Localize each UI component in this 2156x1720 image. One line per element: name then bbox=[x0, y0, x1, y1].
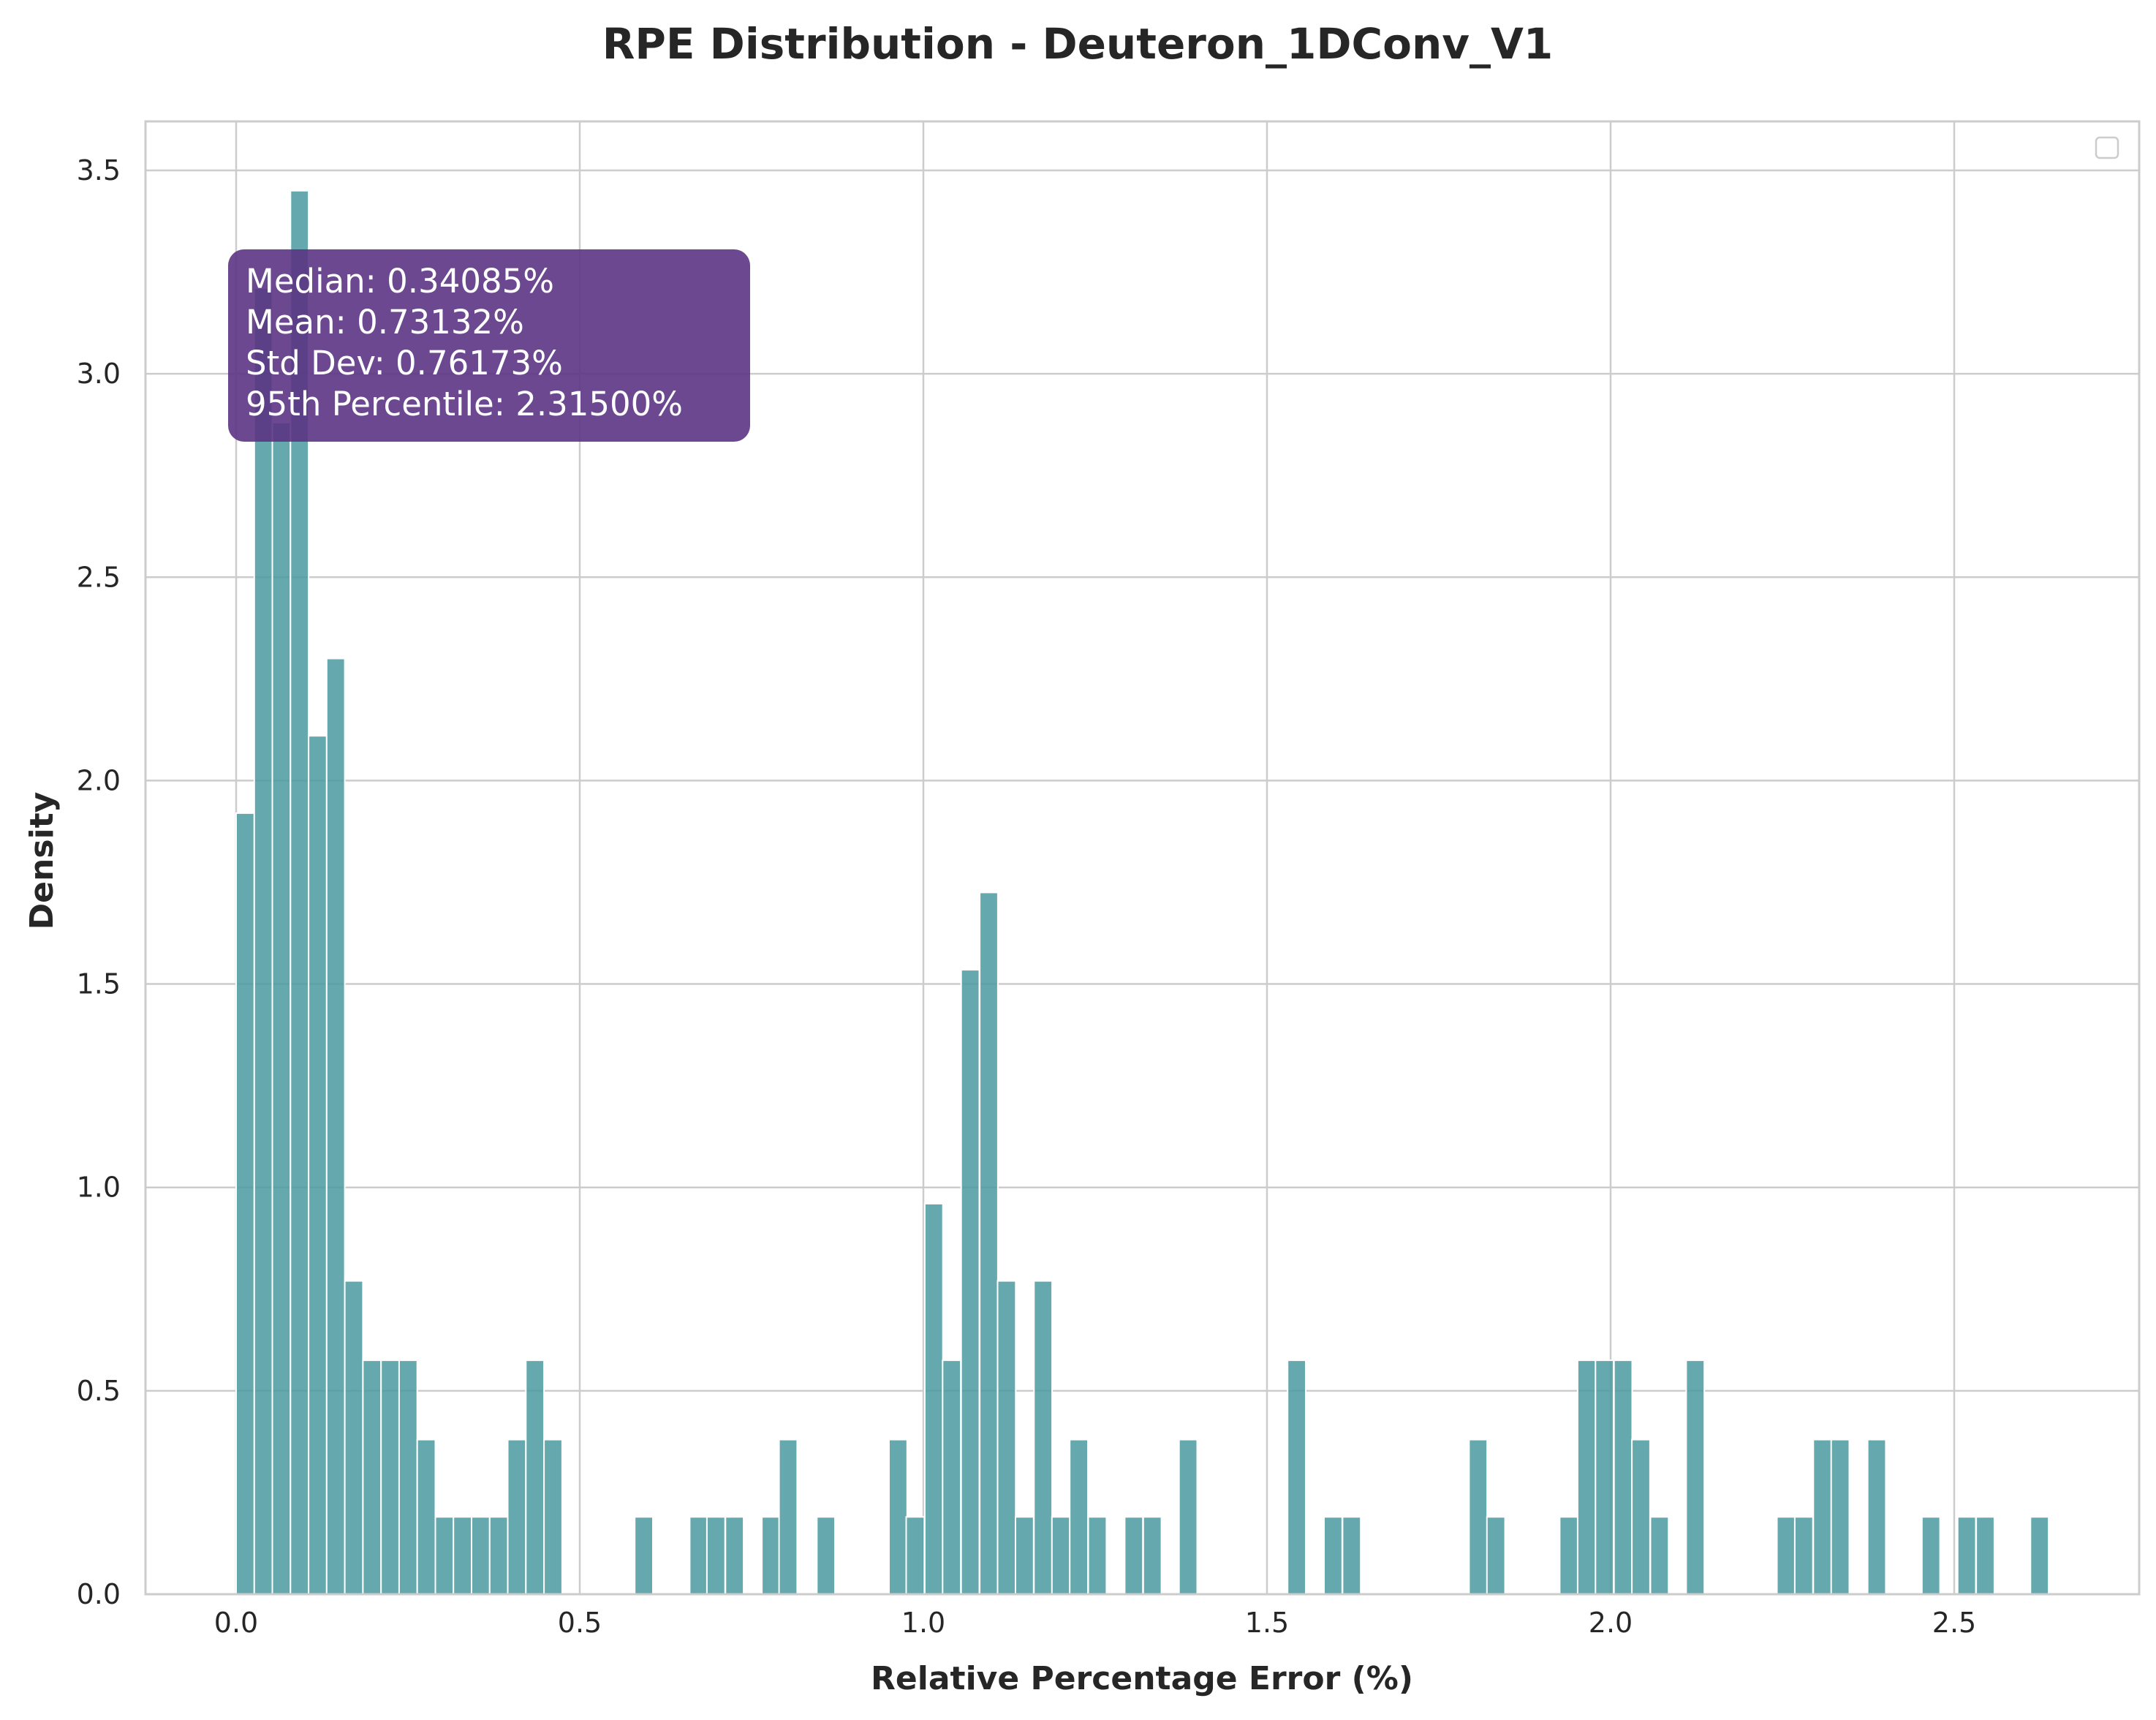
histogram-bar bbox=[1287, 1359, 1306, 1595]
histogram-bar bbox=[888, 1438, 908, 1595]
x-tick-label: 1.0 bbox=[901, 1607, 945, 1639]
y-tick-label: 0.5 bbox=[77, 1375, 121, 1407]
histogram-bar bbox=[525, 1359, 545, 1595]
histogram-bar bbox=[1576, 1359, 1597, 1595]
histogram-bar bbox=[960, 969, 980, 1595]
histogram-bar bbox=[1559, 1516, 1579, 1596]
histogram-bar bbox=[1342, 1516, 1362, 1596]
histogram-bar bbox=[1975, 1516, 1995, 1596]
legend bbox=[2095, 136, 2119, 159]
histogram-bar bbox=[1033, 1280, 1054, 1595]
histogram-bar bbox=[416, 1438, 436, 1595]
histogram-bar bbox=[996, 1280, 1017, 1595]
y-tick-label: 3.0 bbox=[77, 358, 121, 390]
histogram-bars bbox=[235, 189, 2050, 1596]
histogram-bar bbox=[634, 1516, 654, 1596]
chart-title: RPE Distribution - Deuteron_1DConv_V1 bbox=[602, 19, 1554, 69]
histogram-bar bbox=[507, 1438, 527, 1595]
histogram-bar bbox=[1613, 1359, 1633, 1595]
stats-annotation: Median: 0.34085% Mean: 0.73132% Std Dev:… bbox=[228, 249, 750, 442]
stats-mean: Mean: 0.73132% bbox=[246, 303, 524, 342]
histogram-bar bbox=[344, 1280, 364, 1595]
histogram-bar bbox=[362, 1359, 382, 1595]
histogram-bar bbox=[488, 1516, 509, 1596]
histogram-bar bbox=[543, 1438, 563, 1595]
histogram-bar bbox=[778, 1438, 798, 1595]
histogram-bar bbox=[1776, 1516, 1796, 1596]
y-tick-label: 2.5 bbox=[77, 561, 121, 593]
stats-median: Median: 0.34085% bbox=[246, 262, 554, 301]
x-tick-label: 1.5 bbox=[1245, 1607, 1289, 1639]
histogram-bar bbox=[1486, 1516, 1506, 1596]
histogram-bar bbox=[398, 1359, 418, 1595]
histogram-bar bbox=[325, 657, 346, 1595]
histogram-bar bbox=[689, 1516, 709, 1596]
histogram-bar bbox=[453, 1516, 473, 1596]
grid-lines bbox=[145, 121, 2139, 1596]
histogram-bar bbox=[923, 1203, 944, 1595]
y-tick-labels: 0.0 0.5 1.0 1.5 2.0 2.5 3.0 3.5 bbox=[77, 154, 121, 1610]
x-tick-label: 0.0 bbox=[214, 1607, 258, 1639]
histogram-bar bbox=[1124, 1516, 1144, 1596]
stats-95th-percentile: 95th Percentile: 2.31500% bbox=[246, 385, 683, 423]
histogram-bar bbox=[1323, 1516, 1343, 1596]
y-tick-label: 1.5 bbox=[77, 968, 121, 1000]
histogram-bar bbox=[1685, 1359, 1706, 1595]
y-tick-label: 0.0 bbox=[77, 1578, 121, 1610]
x-tick-label: 2.5 bbox=[1932, 1607, 1976, 1639]
histogram-bar bbox=[1866, 1438, 1887, 1595]
plot-frame bbox=[144, 120, 2141, 1596]
histogram-bar bbox=[1087, 1516, 1108, 1596]
histogram-bar bbox=[2030, 1516, 2050, 1596]
histogram-bar bbox=[434, 1516, 455, 1596]
histogram-bar bbox=[1812, 1438, 1833, 1595]
histogram-bar bbox=[706, 1516, 726, 1596]
x-tick-label: 0.5 bbox=[558, 1607, 602, 1639]
y-axis-label: Density bbox=[23, 792, 61, 930]
histogram-bar bbox=[1631, 1438, 1651, 1595]
histogram-bar bbox=[1956, 1516, 1977, 1596]
histogram-bar bbox=[1649, 1516, 1670, 1596]
histogram-bar bbox=[1051, 1516, 1071, 1596]
histogram-bar bbox=[1830, 1438, 1850, 1595]
histogram-bar bbox=[471, 1516, 491, 1596]
histogram-bar bbox=[905, 1516, 926, 1596]
histogram-bar bbox=[271, 421, 292, 1595]
histogram-bar bbox=[1793, 1516, 1814, 1596]
stats-box bbox=[228, 249, 750, 442]
histogram-bar bbox=[1142, 1516, 1162, 1596]
histogram-bar bbox=[253, 287, 273, 1595]
x-axis-label: Relative Percentage Error (%) bbox=[871, 1660, 1413, 1697]
legend-box bbox=[2095, 136, 2119, 159]
histogram-bar bbox=[725, 1516, 745, 1596]
histogram-bar bbox=[942, 1359, 962, 1595]
histogram-bar bbox=[235, 812, 255, 1595]
histogram-bar bbox=[816, 1516, 836, 1596]
y-tick-label: 3.5 bbox=[77, 154, 121, 186]
histogram-bar bbox=[308, 735, 328, 1596]
x-tick-label: 2.0 bbox=[1589, 1607, 1633, 1639]
x-tick-labels: 0.0 0.5 1.0 1.5 2.0 2.5 bbox=[214, 1607, 1976, 1639]
histogram-bar bbox=[761, 1516, 781, 1596]
histogram-bar bbox=[1178, 1438, 1198, 1595]
histogram-bar bbox=[380, 1359, 401, 1595]
histogram-bar bbox=[1595, 1359, 1615, 1595]
histogram-bar bbox=[1069, 1438, 1089, 1595]
histogram-bar bbox=[979, 891, 999, 1595]
y-tick-label: 1.0 bbox=[77, 1172, 121, 1204]
stats-std-dev: Std Dev: 0.76173% bbox=[246, 344, 563, 382]
histogram-bar bbox=[1921, 1516, 1941, 1596]
y-tick-label: 2.0 bbox=[77, 764, 121, 796]
histogram-bar bbox=[1015, 1516, 1034, 1596]
histogram-bar bbox=[1468, 1438, 1489, 1595]
